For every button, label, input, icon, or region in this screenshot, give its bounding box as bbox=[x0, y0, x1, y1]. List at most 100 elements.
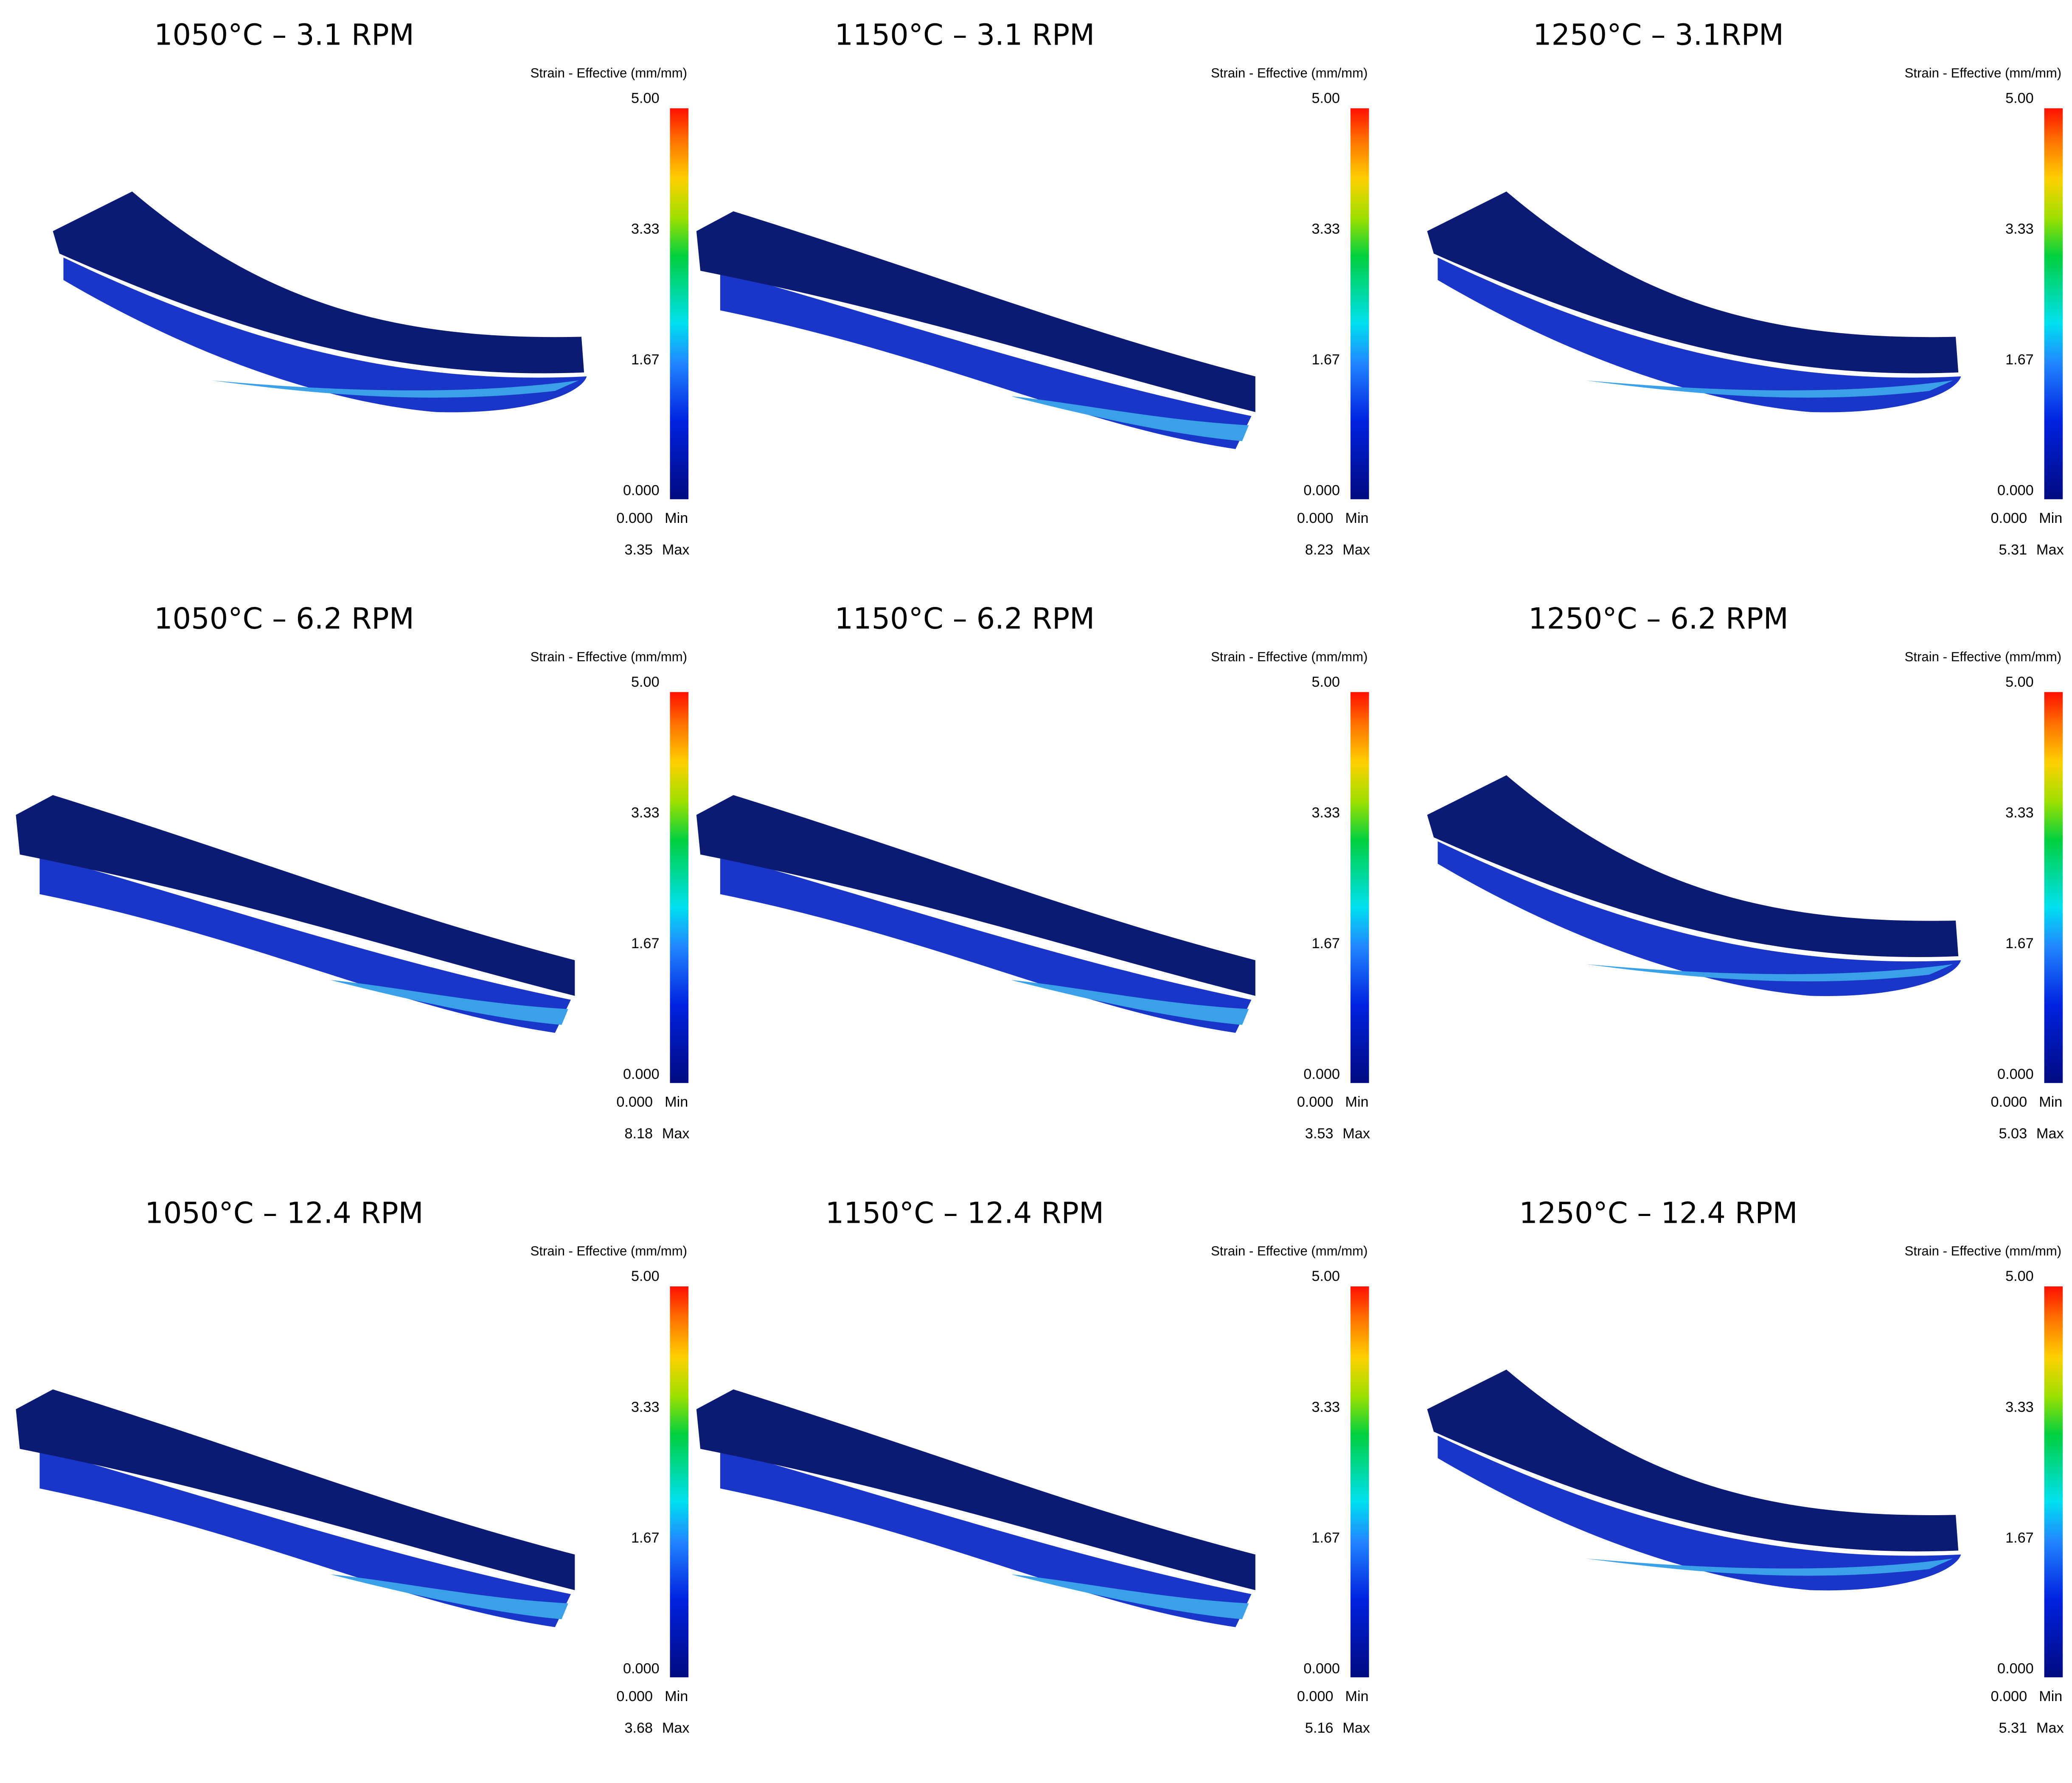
max-value: 5.31 bbox=[1999, 1720, 2027, 1736]
scale-label: 1.67 bbox=[2005, 1530, 2034, 1546]
color-bar bbox=[2044, 1286, 2063, 1678]
scale-label: 1.67 bbox=[631, 352, 660, 368]
panel-title: 1150°C – 12.4 RPM bbox=[825, 1196, 1104, 1230]
max-label: Max bbox=[1342, 542, 1370, 558]
panel: 1250°C – 6.2 RPM Strain - Effective (mm/m… bbox=[1427, 602, 2064, 1142]
panel: 1050°C – 3.1 RPM Strain - Effective (mm/m… bbox=[53, 18, 690, 558]
specimen-shape bbox=[1586, 380, 1953, 398]
legend-title: Strain - Effective (mm/mm) bbox=[1905, 1244, 2061, 1258]
max-value: 8.18 bbox=[624, 1126, 653, 1142]
panel-title: 1050°C – 6.2 RPM bbox=[154, 602, 414, 636]
min-label: Min bbox=[2039, 1094, 2062, 1110]
scale-label: 1.67 bbox=[631, 935, 660, 952]
legend-title: Strain - Effective (mm/mm) bbox=[1211, 649, 1367, 664]
max-value: 3.35 bbox=[624, 542, 653, 558]
scale-label: 0.000 bbox=[1997, 483, 2034, 499]
panel-title: 1050°C – 3.1 RPM bbox=[154, 18, 414, 52]
min-value: 0.000 bbox=[1991, 1688, 2027, 1704]
specimen-shape bbox=[330, 980, 568, 1025]
scale-label: 5.00 bbox=[2005, 90, 2034, 106]
panel-title: 1050°C – 12.4 RPM bbox=[145, 1196, 423, 1230]
specimen-shape bbox=[720, 1449, 1252, 1627]
specimen-shape bbox=[1011, 980, 1249, 1025]
specimen-shape bbox=[39, 1449, 571, 1627]
max-label: Max bbox=[2036, 542, 2064, 558]
max-label: Max bbox=[1342, 1720, 1370, 1736]
specimen-shape bbox=[1437, 841, 1961, 996]
scale-label: 3.33 bbox=[1311, 805, 1340, 821]
specimen-shape bbox=[16, 795, 575, 996]
min-label: Min bbox=[665, 1094, 688, 1110]
max-label: Max bbox=[662, 1720, 690, 1736]
min-value: 0.000 bbox=[1991, 510, 2027, 526]
legend-title: Strain - Effective (mm/mm) bbox=[1211, 1244, 1367, 1258]
min-label: Min bbox=[665, 510, 688, 526]
specimen-shape bbox=[211, 380, 579, 398]
specimen-shape bbox=[1427, 191, 1959, 373]
color-bar bbox=[2044, 108, 2063, 500]
color-bar bbox=[1350, 692, 1369, 1083]
specimen-shape bbox=[1437, 257, 1961, 413]
scale-label: 5.00 bbox=[1311, 1268, 1340, 1284]
scale-label: 5.00 bbox=[1311, 90, 1340, 106]
scale-label: 5.00 bbox=[631, 90, 660, 106]
specimen-shape bbox=[696, 1389, 1255, 1590]
panel: 1150°C – 3.1 RPM Strain - Effective (mm/m… bbox=[696, 18, 1370, 558]
scale-label: 3.33 bbox=[631, 805, 660, 821]
specimen-shape bbox=[63, 257, 587, 413]
min-label: Min bbox=[1345, 510, 1369, 526]
specimen-shape bbox=[720, 854, 1252, 1033]
color-bar bbox=[670, 1286, 689, 1678]
scale-label: 1.67 bbox=[2005, 352, 2034, 368]
panel: 1250°C – 3.1RPM Strain - Effective (mm/mm… bbox=[1427, 18, 2064, 558]
panel: 1150°C – 12.4 RPM Strain - Effective (mm/… bbox=[696, 1196, 1370, 1736]
scale-label: 3.33 bbox=[2005, 221, 2034, 237]
specimen-shape bbox=[1427, 775, 1959, 957]
specimen-shape bbox=[330, 1574, 568, 1620]
max-value: 5.31 bbox=[1999, 542, 2027, 558]
panel: 1150°C – 6.2 RPM Strain - Effective (mm/m… bbox=[696, 602, 1370, 1142]
scale-label: 3.33 bbox=[631, 221, 660, 237]
panel-title: 1250°C – 6.2 RPM bbox=[1528, 602, 1788, 636]
legend-title: Strain - Effective (mm/mm) bbox=[531, 65, 687, 80]
panel: 1250°C – 12.4 RPM Strain - Effective (mm/… bbox=[1427, 1196, 2064, 1736]
scale-label: 5.00 bbox=[631, 1268, 660, 1284]
min-label: Min bbox=[1345, 1688, 1369, 1704]
scale-label: 5.00 bbox=[2005, 674, 2034, 690]
scale-label: 3.33 bbox=[1311, 221, 1340, 237]
scale-label: 3.33 bbox=[2005, 805, 2034, 821]
panel-title: 1150°C – 3.1 RPM bbox=[834, 18, 1095, 52]
panel-title: 1250°C – 3.1RPM bbox=[1533, 18, 1784, 52]
panel-title: 1250°C – 12.4 RPM bbox=[1519, 1196, 1797, 1230]
legend-title: Strain - Effective (mm/mm) bbox=[531, 649, 687, 664]
min-value: 0.000 bbox=[1991, 1094, 2027, 1110]
color-bar bbox=[670, 692, 689, 1083]
min-value: 0.000 bbox=[1297, 1094, 1334, 1110]
scale-label: 1.67 bbox=[1311, 352, 1340, 368]
scale-label: 5.00 bbox=[1311, 674, 1340, 690]
color-bar bbox=[670, 108, 689, 500]
min-value: 0.000 bbox=[616, 1094, 653, 1110]
legend-title: Strain - Effective (mm/mm) bbox=[531, 1244, 687, 1258]
specimen-shape bbox=[1586, 1558, 1953, 1576]
scale-label: 1.67 bbox=[2005, 935, 2034, 952]
min-value: 0.000 bbox=[616, 1688, 653, 1704]
max-label: Max bbox=[2036, 1126, 2064, 1142]
color-bar bbox=[2044, 692, 2063, 1083]
scale-label: 3.33 bbox=[631, 1399, 660, 1415]
specimen-shape bbox=[16, 1389, 575, 1590]
max-value: 5.03 bbox=[1999, 1126, 2027, 1142]
max-label: Max bbox=[662, 1126, 690, 1142]
scale-label: 0.000 bbox=[1303, 483, 1340, 499]
scale-label: 5.00 bbox=[631, 674, 660, 690]
specimen-shape bbox=[1437, 1435, 1961, 1591]
specimen-shape bbox=[1011, 1574, 1249, 1620]
scale-label: 0.000 bbox=[623, 1660, 660, 1676]
specimen-shape bbox=[1011, 396, 1249, 441]
specimen-shape bbox=[39, 854, 571, 1033]
panel-title: 1150°C – 6.2 RPM bbox=[834, 602, 1095, 636]
scale-label: 5.00 bbox=[2005, 1268, 2034, 1284]
max-value: 5.16 bbox=[1305, 1720, 1334, 1736]
scale-label: 0.000 bbox=[1303, 1660, 1340, 1676]
